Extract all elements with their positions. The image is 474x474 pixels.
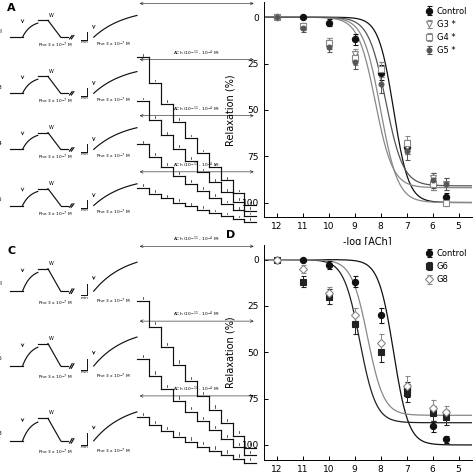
Text: ACh (10$^{-11}$ - 10$^{-4}$ M): ACh (10$^{-11}$ - 10$^{-4}$ M) bbox=[173, 310, 220, 319]
Text: G3: G3 bbox=[0, 85, 2, 90]
Text: min: min bbox=[80, 445, 88, 449]
Text: W: W bbox=[49, 125, 54, 130]
Text: Phe 3 x 10$^{-7}$ M: Phe 3 x 10$^{-7}$ M bbox=[96, 297, 131, 306]
Text: Phe 3 x 10$^{-7}$ M: Phe 3 x 10$^{-7}$ M bbox=[38, 97, 73, 106]
Legend: Control, G3 *, G4 *, G5 *: Control, G3 *, G4 *, G5 * bbox=[421, 3, 471, 58]
Text: min: min bbox=[80, 296, 88, 300]
Text: Phe 3 x 10$^{-7}$ M: Phe 3 x 10$^{-7}$ M bbox=[96, 96, 131, 105]
Text: Control: Control bbox=[0, 29, 2, 34]
Text: ACh (10$^{-11}$ - 10$^{-4}$ M): ACh (10$^{-11}$ - 10$^{-4}$ M) bbox=[173, 384, 220, 394]
Text: ACh (10$^{-11}$ - 10$^{-4}$ M): ACh (10$^{-11}$ - 10$^{-4}$ M) bbox=[173, 105, 220, 114]
Text: D: D bbox=[226, 230, 236, 240]
Text: C: C bbox=[7, 246, 16, 256]
Text: G5: G5 bbox=[0, 197, 2, 202]
Text: Phe 3 x 10$^{-7}$ M: Phe 3 x 10$^{-7}$ M bbox=[96, 40, 131, 49]
Text: ACh (10$^{-11}$ - 10$^{-4}$ M): ACh (10$^{-11}$ - 10$^{-4}$ M) bbox=[173, 161, 220, 170]
Text: G4: G4 bbox=[0, 141, 2, 146]
Text: W: W bbox=[49, 69, 54, 74]
Text: Phe 3 x 10$^{-7}$ M: Phe 3 x 10$^{-7}$ M bbox=[96, 372, 131, 381]
Text: min: min bbox=[80, 152, 88, 156]
Text: Phe 3 x 10$^{-7}$ M: Phe 3 x 10$^{-7}$ M bbox=[38, 209, 73, 219]
Text: W: W bbox=[49, 261, 54, 266]
Text: ACh (10$^{-11}$ - 10$^{-4}$ M): ACh (10$^{-11}$ - 10$^{-4}$ M) bbox=[173, 49, 220, 58]
Text: ACh (10$^{-11}$ - 10$^{-4}$ M): ACh (10$^{-11}$ - 10$^{-4}$ M) bbox=[173, 0, 220, 2]
Text: min: min bbox=[80, 208, 88, 212]
X-axis label: -log [ACh]: -log [ACh] bbox=[343, 237, 392, 247]
Text: Phe 3 x 10$^{-7}$ M: Phe 3 x 10$^{-7}$ M bbox=[96, 447, 131, 456]
Text: G6: G6 bbox=[0, 356, 2, 361]
Text: ACh (10$^{-11}$ - 10$^{-4}$ M): ACh (10$^{-11}$ - 10$^{-4}$ M) bbox=[173, 235, 220, 244]
Text: W: W bbox=[49, 13, 54, 18]
Text: G8: G8 bbox=[0, 431, 2, 436]
Text: Phe 3 x 10$^{-7}$ M: Phe 3 x 10$^{-7}$ M bbox=[96, 152, 131, 161]
Text: Phe 3 x 10$^{-7}$ M: Phe 3 x 10$^{-7}$ M bbox=[38, 41, 73, 50]
Text: Phe 3 x 10$^{-7}$ M: Phe 3 x 10$^{-7}$ M bbox=[38, 373, 73, 383]
Text: min: min bbox=[80, 96, 88, 100]
Text: Phe 3 x 10$^{-7}$ M: Phe 3 x 10$^{-7}$ M bbox=[38, 448, 73, 457]
Y-axis label: Relaxation (%): Relaxation (%) bbox=[226, 317, 236, 388]
Text: W: W bbox=[49, 336, 54, 340]
Text: Phe 3 x 10$^{-7}$ M: Phe 3 x 10$^{-7}$ M bbox=[38, 298, 73, 308]
Text: A: A bbox=[7, 3, 16, 13]
Text: min: min bbox=[80, 40, 88, 44]
Text: min: min bbox=[80, 371, 88, 374]
Text: Control: Control bbox=[0, 281, 2, 286]
Text: Phe 3 x 10$^{-7}$ M: Phe 3 x 10$^{-7}$ M bbox=[38, 153, 73, 163]
Text: W: W bbox=[49, 410, 54, 415]
Y-axis label: Relaxation (%): Relaxation (%) bbox=[226, 74, 236, 146]
Text: W: W bbox=[49, 182, 54, 186]
Legend: Control, G6, G8: Control, G6, G8 bbox=[421, 246, 471, 288]
Text: Phe 3 x 10$^{-7}$ M: Phe 3 x 10$^{-7}$ M bbox=[96, 208, 131, 218]
